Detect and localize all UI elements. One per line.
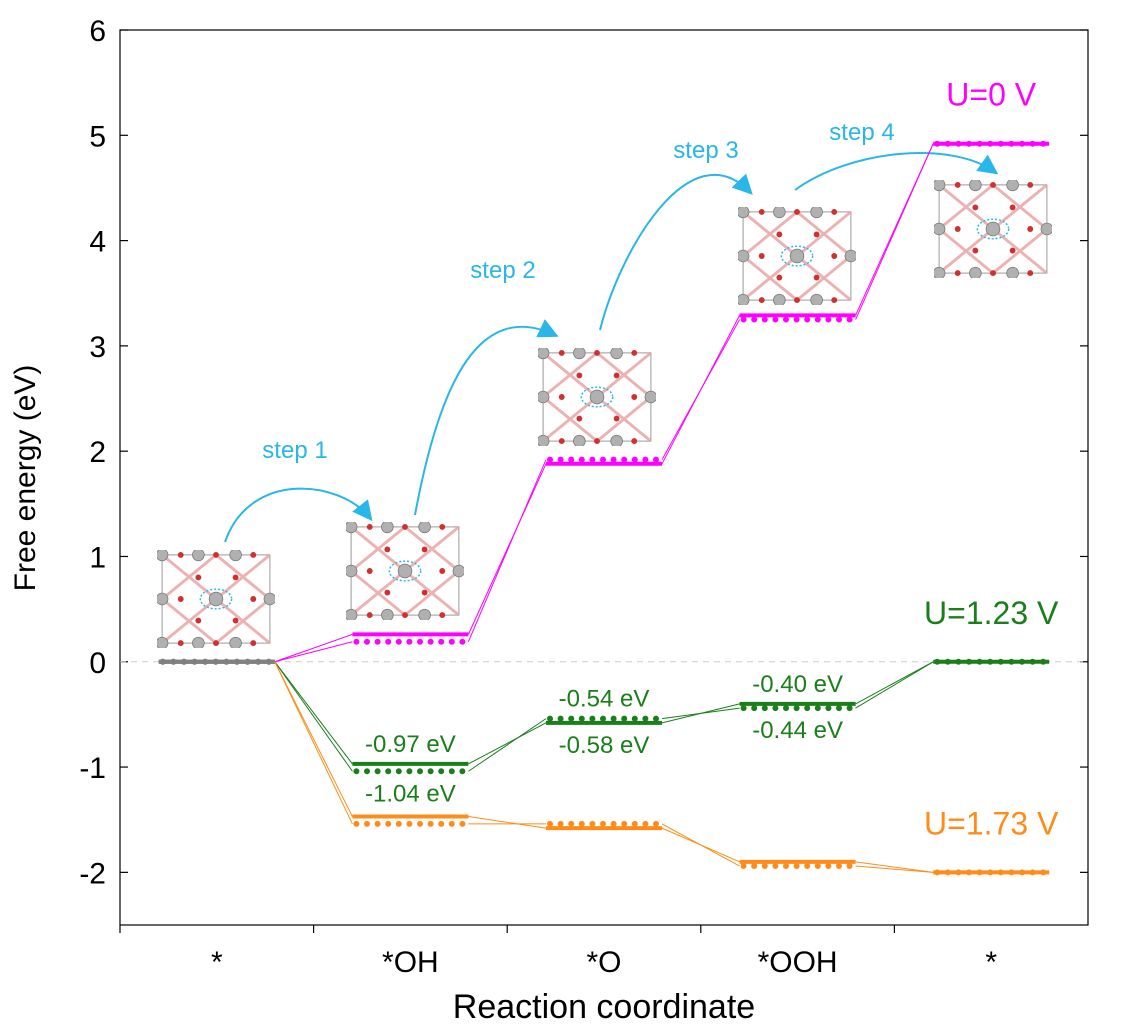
connector	[468, 464, 546, 635]
connector	[856, 144, 934, 320]
connector	[275, 662, 353, 764]
value-label: -0.40 eV	[752, 671, 843, 698]
structure	[933, 179, 1053, 279]
x-tick-label: *O	[586, 946, 621, 979]
connector	[468, 723, 546, 764]
connector	[275, 662, 353, 772]
y-tick-label: 6	[89, 15, 106, 48]
step-label: step 4	[829, 119, 894, 146]
chart: Free energy (eV) Reaction coordinate -2 -…	[0, 0, 1135, 1027]
connector	[468, 817, 546, 829]
structure	[345, 521, 465, 621]
y-tick-label: 2	[89, 436, 106, 469]
plot-frame	[120, 30, 1088, 925]
connector	[662, 320, 740, 460]
x-axis-title: Reaction coordinate	[453, 988, 755, 1026]
connector	[856, 662, 934, 704]
page: {"chart_data":{"type":"energy_levels", "…	[0, 0, 1135, 1032]
connector	[856, 662, 934, 708]
y-tick-label: 5	[89, 120, 106, 153]
connector	[662, 708, 740, 719]
connector	[275, 662, 353, 824]
connector	[662, 824, 740, 866]
y-axis-title: Free energy (eV)	[9, 365, 42, 592]
value-label: -0.58 eV	[559, 732, 650, 759]
connector	[275, 642, 353, 662]
series-label: U=0 V	[946, 77, 1036, 113]
step-arrows	[225, 153, 995, 542]
x-tick-label: *	[985, 946, 997, 979]
series-label: U=1.73 V	[924, 805, 1059, 841]
y-tick-label: 0	[89, 647, 106, 680]
x-tick-label: *	[211, 946, 223, 979]
structure	[737, 206, 857, 306]
series-label: U=1.23 V	[924, 595, 1059, 631]
step-label: step 1	[262, 437, 327, 464]
structure	[537, 347, 657, 447]
y-tick-label: 4	[89, 226, 106, 259]
connector	[275, 634, 353, 661]
value-label: -0.97 eV	[365, 731, 456, 758]
x-tick-label: *OH	[382, 946, 439, 979]
value-label: -0.44 eV	[752, 717, 843, 744]
y-tick-label: 3	[89, 331, 106, 364]
step-label: step 3	[673, 137, 738, 164]
structure	[156, 549, 276, 649]
y-tick-label: -2	[79, 857, 106, 890]
value-label: -1.04 eV	[365, 780, 456, 807]
connector	[468, 719, 546, 772]
y-tick-label: -1	[79, 752, 106, 785]
connector	[468, 460, 546, 642]
step-label: step 2	[470, 257, 535, 284]
y-tick-label: 1	[89, 541, 106, 574]
x-tick-label: *OOH	[758, 946, 838, 979]
value-label: -0.54 eV	[559, 686, 650, 713]
